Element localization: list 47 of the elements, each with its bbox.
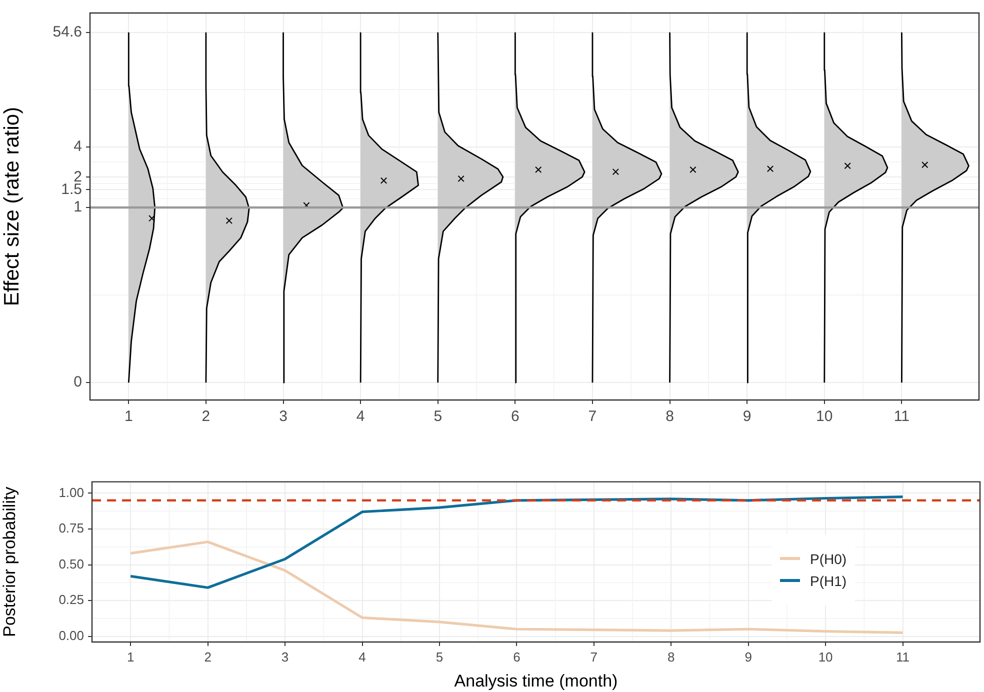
- x-tick-label: 5: [436, 649, 444, 664]
- x-tick-label: 2: [202, 408, 210, 426]
- x-tick-label: 4: [358, 649, 366, 664]
- point: [844, 162, 851, 170]
- x-tick-label: 8: [668, 649, 675, 664]
- y-tick-label: 0.75: [58, 520, 84, 536]
- y-tick-label: 1.00: [58, 484, 84, 500]
- y-tick-label: 1: [74, 198, 82, 216]
- x-tick-label: 8: [666, 408, 674, 426]
- point: [148, 215, 156, 222]
- y-tick-label: 0.50: [58, 556, 84, 572]
- point: [380, 177, 388, 184]
- x-tick-label: 1: [126, 649, 134, 664]
- point: [226, 217, 232, 224]
- y-tick-label: 4: [74, 138, 82, 155]
- point: [766, 165, 774, 172]
- x-tick-label: 9: [742, 408, 752, 426]
- x-tick-label: 6: [511, 408, 520, 426]
- x-tick-label: 11: [894, 408, 910, 426]
- x-tick-label: 2: [204, 649, 212, 664]
- x-tick-label: 1: [124, 408, 133, 426]
- x-tick-label: 5: [434, 408, 442, 426]
- y-tick-label: 54.6: [52, 24, 82, 41]
- x-tick-label: 3: [281, 649, 289, 664]
- legend-label: P(H0): [810, 550, 847, 567]
- point: [612, 168, 619, 176]
- x-axis-title: Analysis time (month): [454, 671, 618, 690]
- x-tick-label: 3: [279, 408, 288, 426]
- y-tick-label: 0.00: [58, 628, 84, 643]
- y-axis-title: Posterior probability: [0, 486, 19, 638]
- y-tick-label: 1.5: [61, 180, 82, 198]
- x-tick-label: 7: [588, 408, 597, 426]
- x-tick-label: 10: [816, 408, 833, 426]
- y-tick-label: 0: [74, 374, 82, 391]
- point: [690, 166, 696, 174]
- point: [535, 166, 542, 174]
- y-tick-label: 0.25: [58, 592, 84, 608]
- point: [458, 175, 464, 182]
- x-tick-label: 4: [356, 408, 365, 426]
- point: [922, 161, 928, 168]
- x-tick-label: 9: [744, 649, 752, 664]
- x-tick-label: 7: [590, 649, 598, 664]
- x-tick-label: 10: [818, 649, 833, 664]
- x-tick-label: 6: [513, 649, 520, 664]
- y-axis-title: Effect size (rate ratio): [0, 106, 24, 306]
- x-tick-label: 11: [896, 649, 910, 664]
- legend-label: P(H1): [810, 572, 847, 589]
